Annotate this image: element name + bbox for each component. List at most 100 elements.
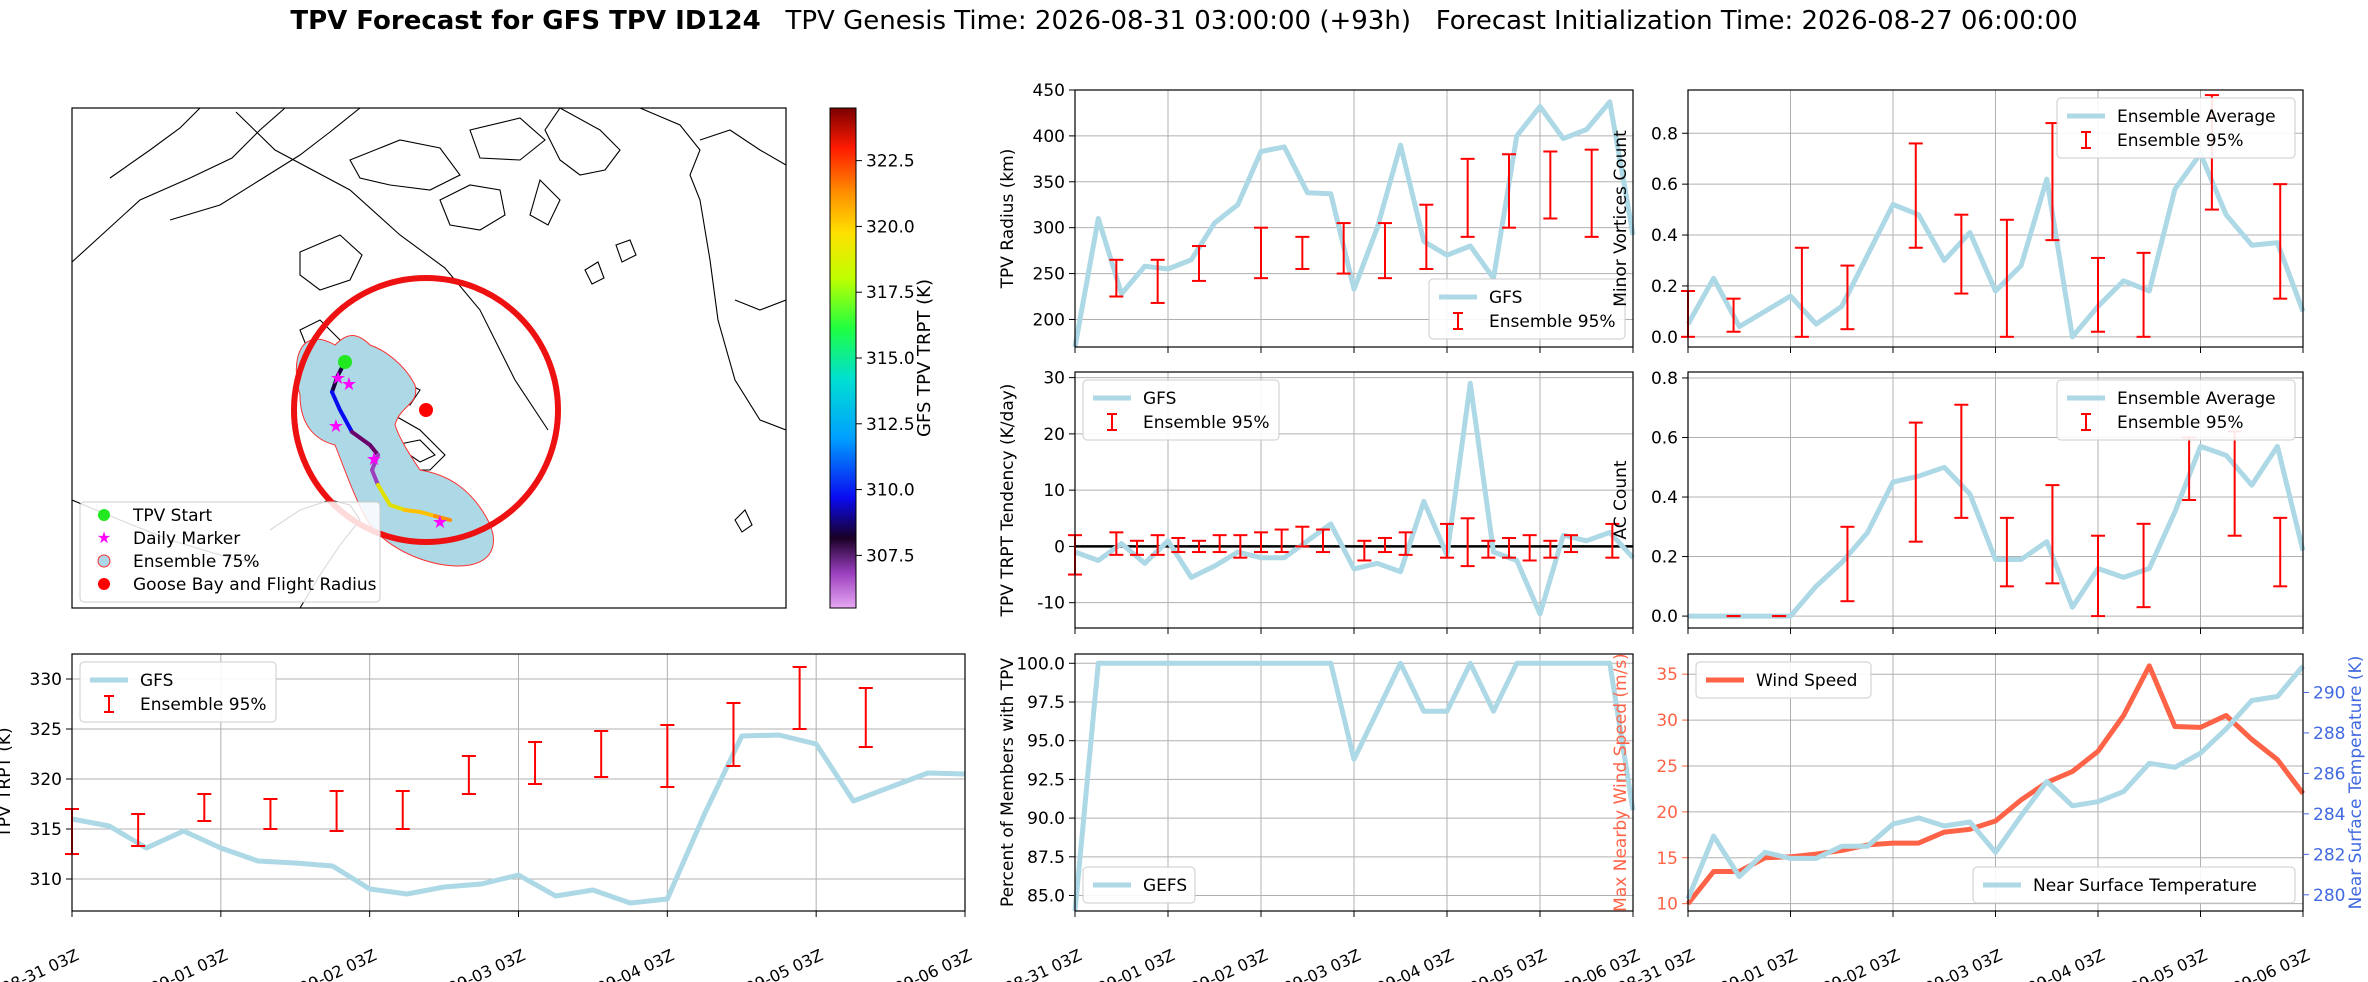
colorbar-tick-label: 320.0: [866, 217, 915, 237]
plot-frame: [1074, 89, 1634, 348]
legend-box: [1428, 278, 1626, 340]
x-tick-label: 09-03 03Z: [1281, 945, 1364, 982]
legend-ensemble-icon: [97, 554, 111, 568]
chart-trpt: 08-31 03Z 09-01 03Z 09-02 03Z 09-03 03Z 09-0…: [0, 653, 975, 982]
x-tick-label: 09-03 03Z: [445, 945, 528, 982]
y-tick-label: 350: [1033, 173, 1065, 193]
chart-minor: 0.0 0.2 0.4 0.6 0.8 Minor Vortices Count Ensem…: [1611, 89, 2306, 353]
tpv-track: [330, 360, 452, 522]
colorbar-tick-label: 315.0: [866, 349, 915, 369]
colorbar-tick-label: 312.5: [866, 415, 915, 435]
map-legend: TPV Start ★ Daily Marker Ensemble 75% Go…: [79, 501, 381, 603]
y-tick-label: 0.0: [1651, 328, 1678, 348]
series-line-gefs: [1072, 660, 1636, 912]
y-tick-label: 10: [1043, 481, 1065, 501]
x-tick-label: 09-06 03Z: [2230, 945, 2313, 982]
plot-frame: [1687, 89, 2304, 348]
y2-tick-label: 284: [2313, 805, 2345, 825]
x-tick-label: 09-01 03Z: [1095, 945, 1178, 982]
legend: Ensemble Average Ensemble 95%: [2056, 97, 2296, 159]
legend-goosebay-icon: [98, 578, 110, 590]
y2-tick-label: 280: [2313, 886, 2345, 906]
y-tick-label: 300: [1033, 219, 1065, 239]
colorbar-label: GFS TPV TRPT (K): [914, 279, 935, 437]
x-tick-label: 09-02 03Z: [1820, 945, 1903, 982]
legend-label: Ensemble Average: [2117, 107, 2276, 127]
legend-label: Ensemble 95%: [140, 695, 267, 715]
legend: GFS Ensemble 95%: [79, 661, 277, 723]
plot-frame: [1687, 371, 2304, 629]
legend-box: [1082, 379, 1280, 441]
y-tick-label: 0.2: [1651, 548, 1678, 568]
plot-frame: [1074, 371, 1634, 629]
chart-tendency: -10 0 10 20 30 TPV TRPT Tendency (K/day) GFS En…: [998, 369, 1635, 634]
y-tick-label: 25: [1656, 757, 1678, 777]
legend-box: [1082, 866, 1196, 904]
series-line-gfs: [1074, 380, 1635, 617]
daily-marker: ★: [330, 368, 346, 389]
y-axis-label: TPV TRPT Tendency (K/day): [998, 384, 1018, 618]
series-line-gfs: [1072, 99, 1636, 348]
colorbar-tick-label: 310.0: [866, 481, 915, 501]
legend-box: [1695, 661, 1872, 699]
y-tick-label: 95.0: [1027, 732, 1065, 752]
chart-radius: 200 250 300 350 400 450 TPV Radius (km) GFS Ense…: [998, 81, 1636, 353]
legend-daily-label: Daily Marker: [133, 529, 240, 549]
ensemble-75-area: [295, 335, 494, 567]
map-panel: ★ ★ ★ ★ ★ TPV Start ★ Daily Marker Ensem…: [71, 107, 935, 609]
colorbar: [829, 107, 857, 609]
colorbar-tick-label: 317.5: [866, 283, 915, 303]
y-tick-label: 320: [30, 770, 62, 790]
chart-percent: 08-31 03Z 09-01 03Z 09-02 03Z 09-03 03Z 09-0…: [998, 653, 1643, 982]
x-tick-label: 09-04 03Z: [2025, 945, 2108, 982]
legend-label: Ensemble 95%: [2117, 413, 2244, 433]
title-init: Forecast Initialization Time: 2026-08-27…: [1435, 6, 2078, 36]
y-tick-label: 30: [1043, 369, 1065, 389]
y-axis-label: TPV Radius (km): [998, 149, 1018, 290]
legend: Near Surface Temperature: [1972, 866, 2296, 904]
legend-ensemble-label: Ensemble 75%: [133, 552, 260, 572]
y-tick-label: 0.2: [1651, 277, 1678, 297]
x-tick-label: 08-31 03Z: [0, 945, 82, 982]
legend-label: Ensemble 95%: [1143, 413, 1270, 433]
legend-label: Near Surface Temperature: [2033, 876, 2257, 896]
daily-marker: ★: [341, 374, 357, 395]
y-tick-label: 0: [1054, 537, 1065, 557]
map-frame: [71, 107, 787, 609]
x-tick-label: 09-04 03Z: [594, 945, 677, 982]
y-tick-label: -10: [1037, 594, 1065, 614]
tpv-start-marker: [338, 355, 352, 369]
legend-label: GFS: [1489, 288, 1522, 308]
x-tick-label: 09-05 03Z: [2127, 945, 2210, 982]
y-tick-label: 92.5: [1027, 770, 1065, 790]
legend: Wind Speed: [1695, 661, 1872, 699]
legend-label: Ensemble 95%: [2117, 131, 2244, 151]
y-tick-label: 35: [1656, 665, 1678, 685]
y-tick-label: 20: [1043, 425, 1065, 445]
legend: GEFS: [1082, 866, 1196, 904]
y-tick-label: 0.6: [1651, 428, 1678, 448]
title-genesis: TPV Genesis Time: 2026-08-31 03:00:00 (+…: [785, 6, 1411, 36]
flight-radius-circle: [291, 275, 561, 545]
y2-tick-label: 288: [2313, 724, 2345, 744]
y-tick-label: 10: [1656, 895, 1678, 915]
legend-box: [79, 661, 277, 723]
x-tick-label: 09-03 03Z: [1922, 945, 2005, 982]
y-tick-label: 200: [1033, 310, 1065, 330]
y2-tick-label: 290: [2313, 683, 2345, 703]
daily-marker: ★: [366, 449, 382, 470]
colorbar-tick-label: 307.5: [866, 546, 915, 566]
legend-box: [2056, 97, 2296, 159]
y-axis-label: TPV TRPT (K): [0, 727, 15, 838]
x-tick-label: 09-01 03Z: [1717, 945, 1800, 982]
x-tick-label: 08-31 03Z: [1002, 945, 1085, 982]
y-axis-label: Max Nearby Wind Speed (m/s): [1611, 653, 1631, 912]
daily-marker: ★: [432, 512, 448, 533]
colorbar-tick-label: 322.5: [866, 152, 915, 172]
y-axis-label: AC Count: [1611, 460, 1631, 539]
legend-label: GFS: [140, 671, 173, 691]
y-tick-label: 0.6: [1651, 175, 1678, 195]
